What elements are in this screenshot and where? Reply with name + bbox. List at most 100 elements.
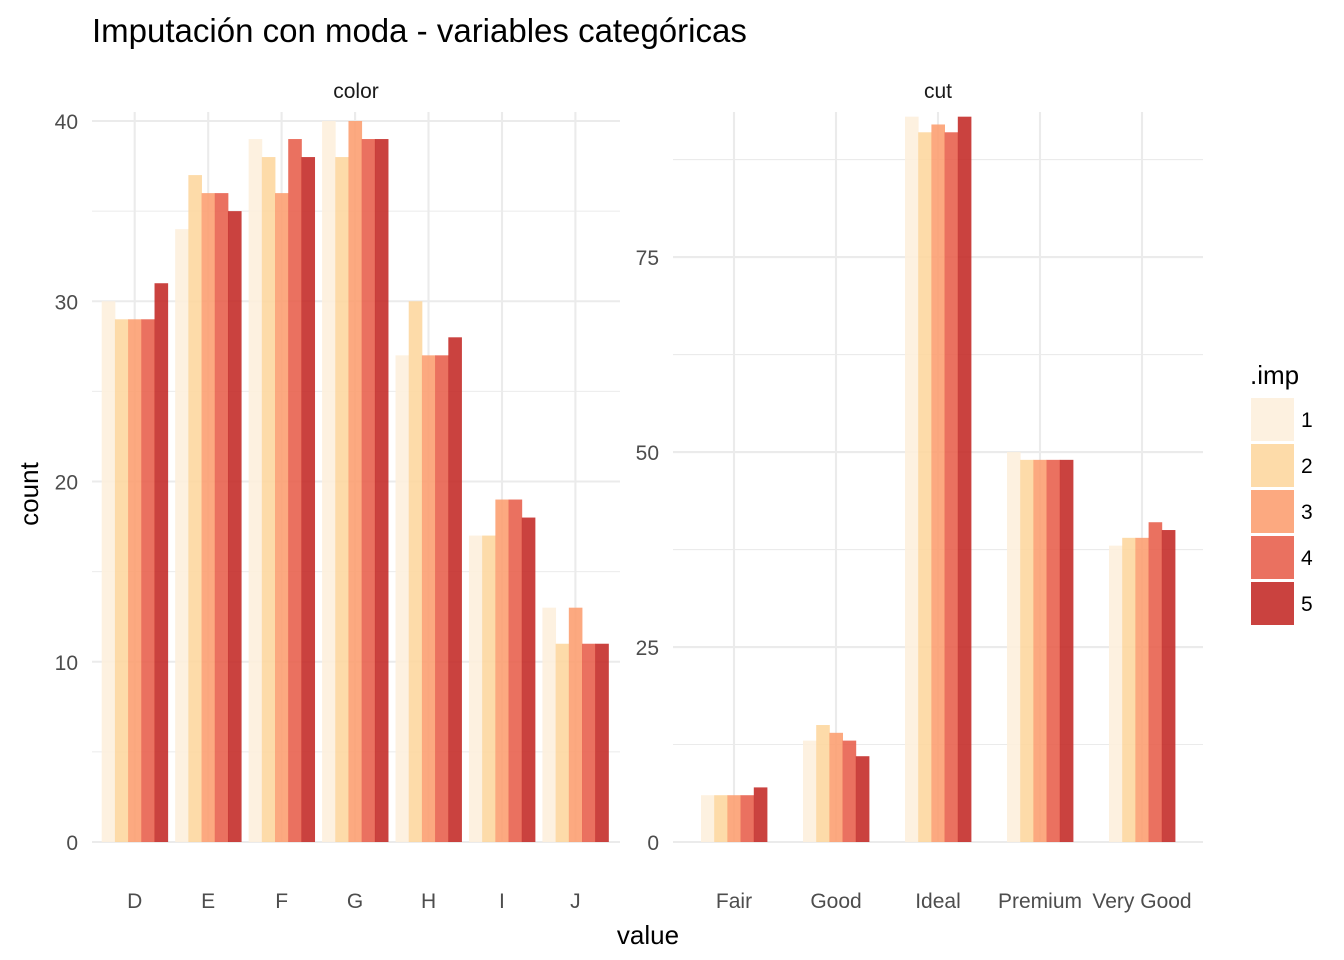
bar-cut-ideal-imp-4	[944, 132, 959, 842]
facet-panel-color: color 0 10 20 30 40 D E F G H I J	[55, 80, 620, 913]
bar-color-d-imp-4	[141, 319, 155, 842]
bar-cut-good-imp-2	[816, 725, 830, 842]
bar-color-e-imp-1	[175, 229, 189, 842]
bar-color-d-imp-3	[128, 319, 142, 842]
x-tick-label: Premium	[998, 890, 1082, 913]
bar-color-f-imp-5	[301, 157, 316, 843]
bar-cut-good-imp-3	[829, 732, 843, 842]
bar-cut-very-good-imp-2	[1122, 537, 1136, 842]
legend-keys: 1 2 3 4 5	[1251, 398, 1313, 625]
bar-color-e-imp-3	[201, 193, 216, 843]
bar-color-i-imp-2	[482, 535, 496, 842]
bar-color-f-imp-4	[288, 139, 302, 842]
bar-cut-premium-imp-3	[1033, 459, 1047, 842]
x-tick-label: Ideal	[915, 890, 961, 913]
x-tick-label: E	[201, 890, 215, 913]
bar-color-g-imp-2	[335, 157, 349, 843]
bar-color-e-imp-2	[188, 175, 202, 842]
y-tick-label: 10	[55, 652, 78, 675]
y-tick-label: 0	[66, 832, 78, 855]
x-tick-label: F	[275, 890, 288, 913]
bar-color-j-imp-3	[568, 607, 583, 842]
legend-title: .imp	[1250, 360, 1299, 390]
x-tick-label: Very Good	[1092, 890, 1191, 913]
legend-key-2	[1251, 444, 1294, 487]
bar-cut-premium-imp-5	[1059, 459, 1074, 842]
bar-cut-very-good-imp-4	[1148, 522, 1163, 842]
bar-cut-ideal-imp-3	[931, 124, 945, 842]
bar-cut-very-good-imp-1	[1109, 545, 1123, 842]
bar-cut-fair-imp-1	[701, 795, 715, 842]
facet-panel-cut: cut 0 25 50 75 Fair Good Ideal Premium Very Good	[636, 80, 1203, 913]
legend-key-4	[1251, 536, 1294, 579]
bar-cut-very-good-imp-3	[1135, 537, 1149, 842]
bar-color-g-imp-3	[348, 121, 363, 843]
bar-color-g-imp-1	[322, 121, 336, 843]
bar-color-i-imp-5	[521, 517, 536, 842]
y-tick-label: 30	[55, 291, 78, 314]
bar-cut-premium-imp-4	[1046, 459, 1061, 842]
bar-cut-premium-imp-2	[1020, 459, 1034, 842]
bar-color-e-imp-5	[227, 211, 242, 842]
bar-color-h-imp-2	[408, 301, 423, 842]
x-tick-label: G	[347, 890, 363, 913]
bar-color-h-imp-5	[448, 337, 462, 842]
bar-cut-good-imp-4	[842, 740, 857, 842]
bar-color-h-imp-4	[435, 355, 449, 842]
bar-color-j-imp-1	[542, 607, 557, 842]
bar-color-i-imp-1	[468, 535, 483, 842]
x-axis-title: value	[617, 920, 679, 950]
bar-color-i-imp-4	[508, 499, 523, 842]
x-tick-label: Good	[810, 890, 861, 913]
bar-color-h-imp-1	[395, 355, 410, 842]
bar-cut-fair-imp-5	[753, 787, 768, 842]
facet-strip-label: color	[333, 80, 379, 103]
legend-key-3	[1251, 490, 1294, 533]
legend-key-1	[1251, 398, 1294, 441]
bar-color-i-imp-3	[495, 499, 509, 842]
legend-label: 4	[1301, 547, 1313, 570]
bar-cut-good-imp-1	[803, 740, 817, 842]
x-tick-label: D	[127, 890, 142, 913]
legend-key-5	[1251, 582, 1294, 625]
x-tick-label: H	[421, 890, 436, 913]
bar-cut-ideal-imp-2	[918, 132, 932, 842]
bar-color-d-imp-2	[114, 319, 129, 842]
y-tick-label: 50	[636, 442, 659, 465]
bar-color-f-imp-2	[261, 157, 276, 843]
bar-color-f-imp-3	[275, 193, 289, 843]
bar-color-h-imp-3	[421, 355, 436, 842]
bar-color-j-imp-4	[582, 643, 596, 842]
legend-label: 5	[1301, 593, 1313, 616]
bar-cut-premium-imp-1	[1007, 452, 1021, 842]
facet-strip-label: cut	[924, 80, 952, 103]
legend-label: 1	[1301, 409, 1313, 432]
y-tick-label: 25	[636, 637, 659, 660]
y-axis-title: count	[14, 461, 44, 525]
legend: .imp 1 2 3 4 5	[1250, 360, 1313, 625]
y-tick-label: 40	[55, 111, 78, 134]
x-tick-label: J	[570, 890, 581, 913]
bar-cut-ideal-imp-5	[957, 116, 972, 842]
bar-color-g-imp-5	[374, 139, 389, 842]
bar-cut-very-good-imp-5	[1161, 530, 1176, 842]
bar-cut-ideal-imp-1	[905, 116, 919, 842]
bar-cut-fair-imp-4	[740, 795, 755, 842]
bar-color-g-imp-4	[361, 139, 376, 842]
y-tick-label: 75	[636, 247, 659, 270]
bar-color-e-imp-4	[214, 193, 229, 843]
chart-title: Imputación con moda - variables categóri…	[92, 12, 747, 49]
y-tick-label: 20	[55, 472, 78, 495]
bar-color-j-imp-5	[595, 643, 609, 842]
bar-cut-fair-imp-2	[714, 795, 728, 842]
x-tick-label: I	[499, 890, 505, 913]
legend-label: 2	[1301, 455, 1313, 478]
bar-color-j-imp-2	[555, 643, 570, 842]
y-tick-label: 0	[647, 832, 659, 855]
legend-label: 3	[1301, 501, 1313, 524]
bar-color-d-imp-5	[154, 283, 169, 842]
bar-color-f-imp-1	[248, 139, 263, 842]
x-tick-label: Fair	[716, 890, 752, 913]
bar-cut-fair-imp-3	[727, 795, 741, 842]
